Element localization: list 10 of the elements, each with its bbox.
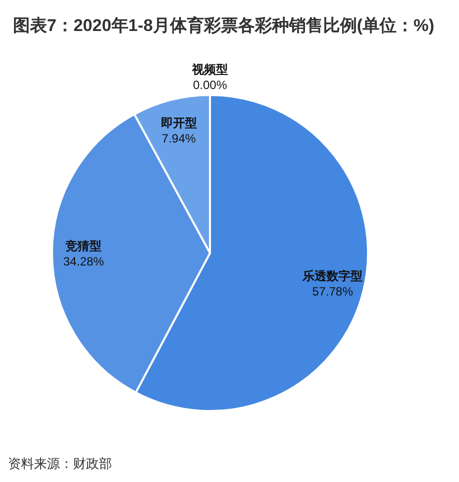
slice-label: 竞猜型 — [64, 239, 102, 254]
slice-label: 即开型 — [160, 116, 197, 130]
slice-label: 乐透数字型 — [302, 269, 363, 284]
chart-title: 图表7：2020年1-8月体育彩票各彩种销售比例(单位：%) — [13, 15, 434, 35]
category-label: 视频型 — [192, 62, 228, 76]
text: 资料来源：财政部 — [8, 456, 112, 471]
data-label: 57.78% — [312, 284, 354, 299]
data-label: 7.94% — [162, 132, 196, 146]
data-label: 34.28% — [63, 254, 104, 269]
text: 0.00% — [192, 78, 228, 92]
